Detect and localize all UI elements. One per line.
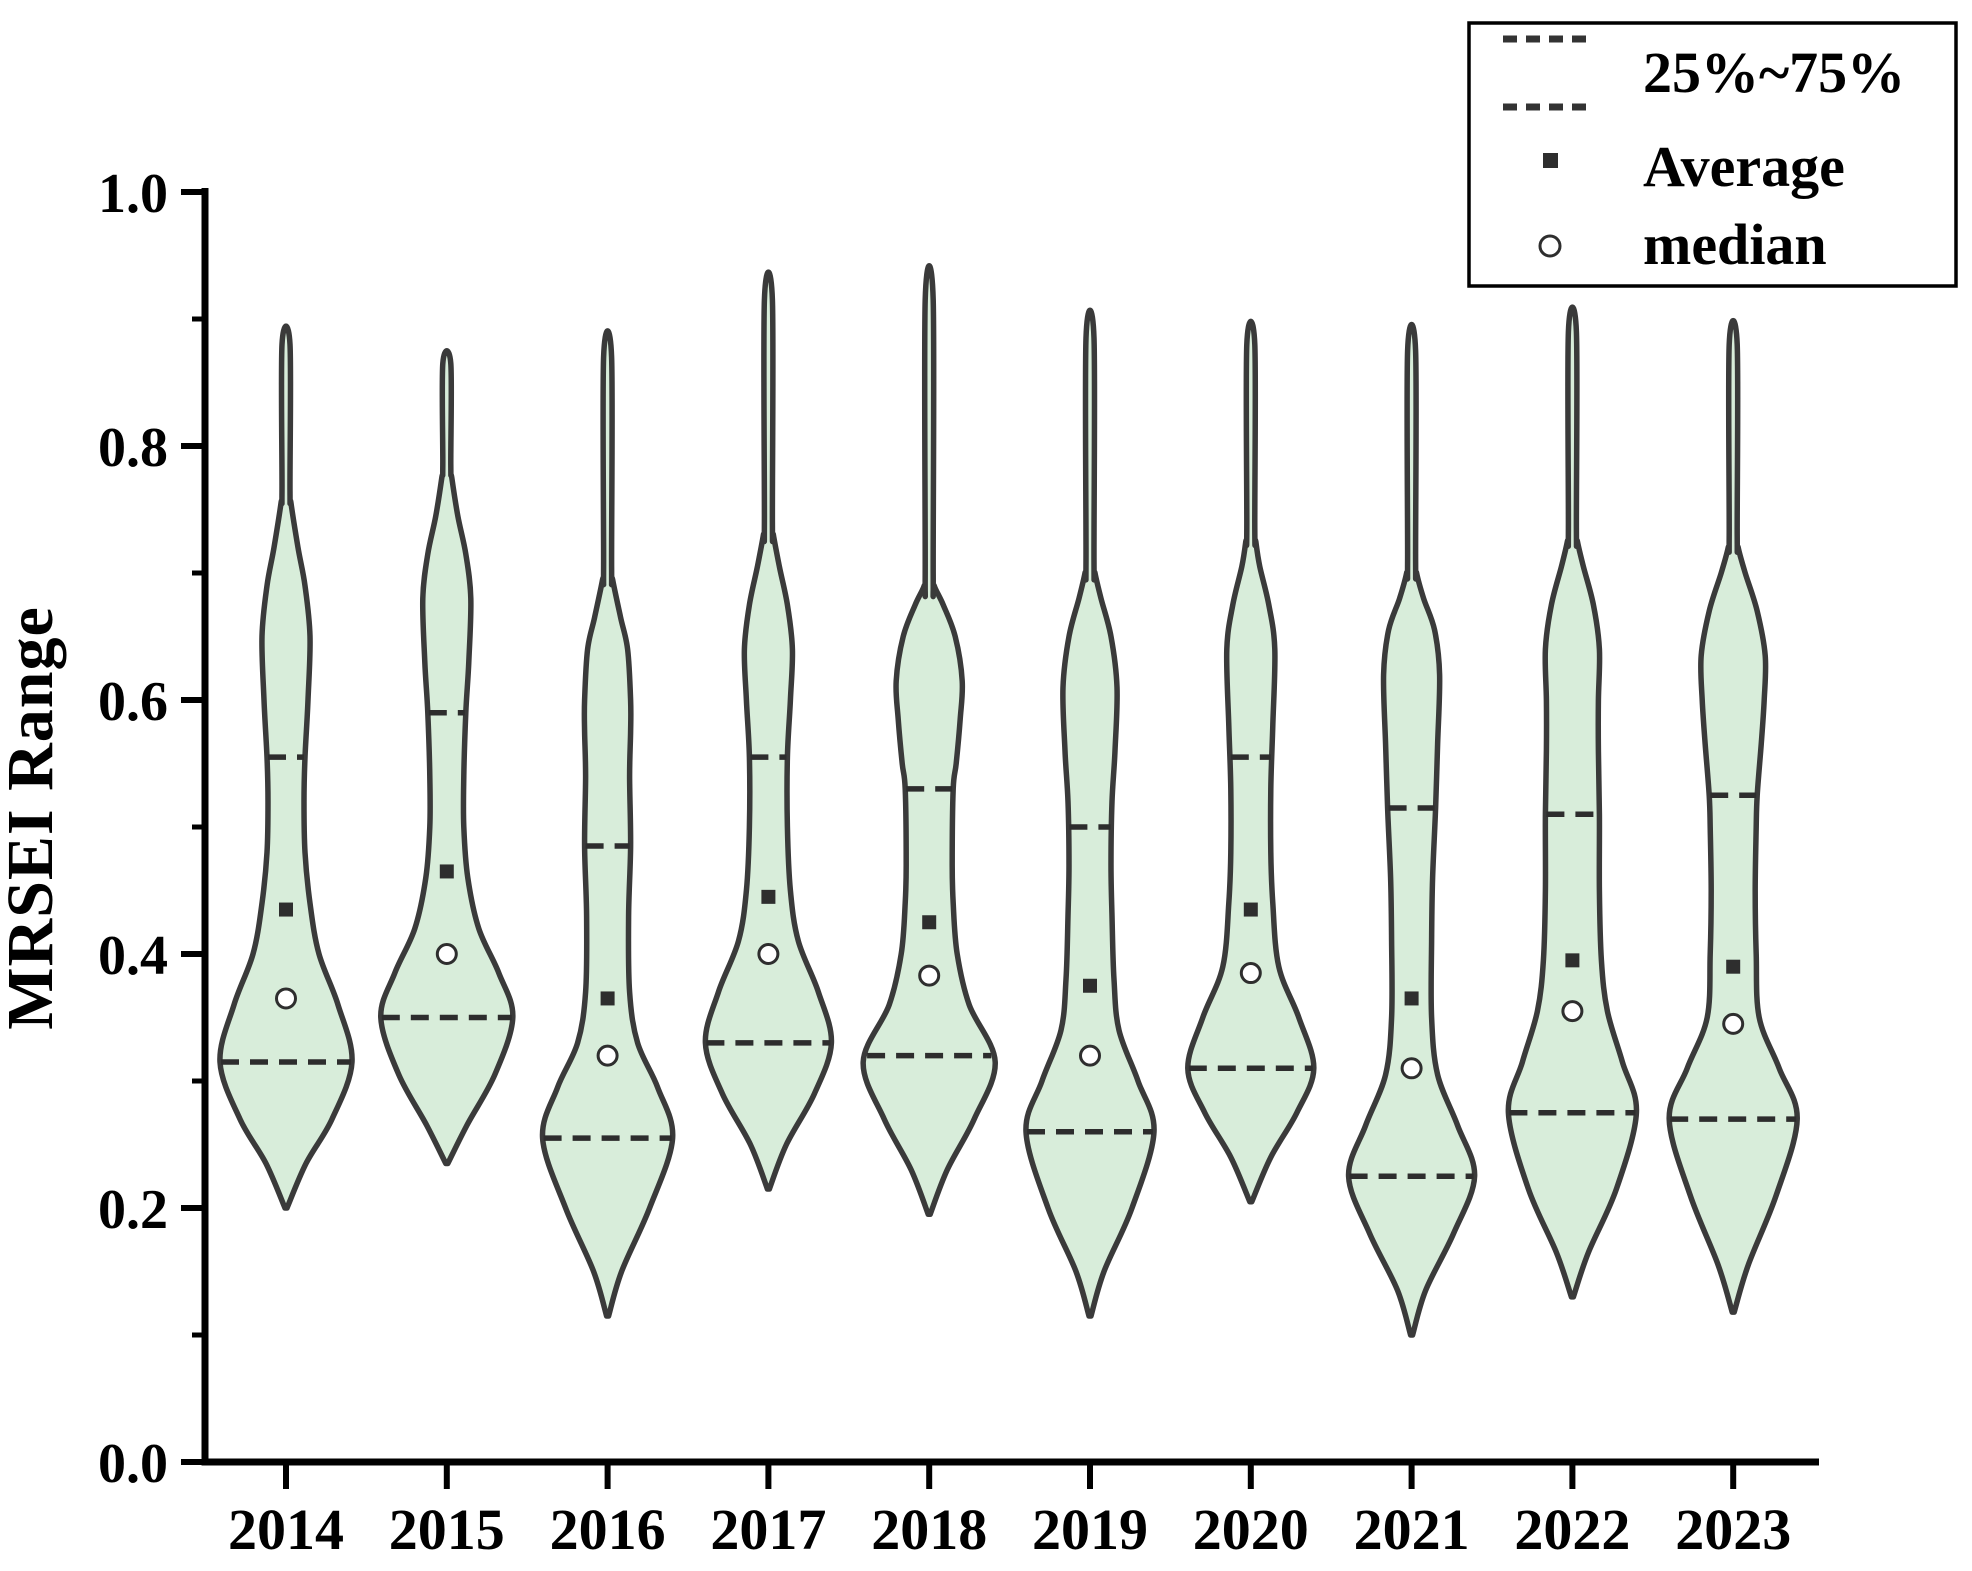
y-tick-label: 1.0 — [98, 163, 168, 225]
x-tick-label-2021: 2021 — [1354, 1497, 1470, 1562]
y-axis-title: MRSEI Range — [0, 606, 67, 1030]
violin-shape-2015 — [378, 348, 516, 1167]
violin-shape-2019 — [1023, 307, 1157, 1319]
x-tick-label-2015: 2015 — [389, 1497, 505, 1562]
y-tick-label: 0.6 — [98, 671, 168, 733]
violin-2018 — [860, 263, 998, 1218]
legend: 25%~75% Average median — [1467, 21, 1958, 288]
legend-label-quartiles: 25%~75% — [1643, 40, 1905, 105]
mean-marker-2019 — [1083, 978, 1097, 993]
x-tick-label-2017: 2017 — [710, 1497, 826, 1562]
violin-2015 — [378, 348, 516, 1167]
violin-2020 — [1185, 318, 1317, 1205]
violin-shape-2022 — [1505, 304, 1640, 1300]
median-marker-2022 — [1561, 1000, 1584, 1023]
violin-shape-2017 — [702, 269, 835, 1192]
violin-2023 — [1666, 318, 1800, 1315]
mean-marker-2023 — [1726, 959, 1741, 974]
median-marker-2017 — [757, 943, 780, 965]
mean-marker-2016 — [600, 991, 615, 1006]
median-marker-2015 — [435, 943, 458, 965]
median-marker-2016 — [596, 1044, 619, 1067]
violin-2014 — [217, 323, 355, 1211]
median-marker-2020 — [1239, 962, 1262, 985]
median-marker-2014 — [275, 987, 297, 1010]
median-marker-2023 — [1722, 1012, 1745, 1035]
violin-2016 — [539, 328, 676, 1319]
x-tick-label-2018: 2018 — [871, 1497, 987, 1562]
x-tick-label-2014: 2014 — [228, 1497, 344, 1562]
violin-2022 — [1505, 304, 1640, 1300]
legend-median-circle-icon — [1538, 234, 1562, 258]
violin-shape-2014 — [217, 323, 355, 1211]
violin-shape-2021 — [1345, 322, 1478, 1338]
y-tick-label: 0.4 — [98, 925, 168, 987]
x-tick-label-2016: 2016 — [550, 1497, 666, 1562]
violin-2019 — [1023, 307, 1157, 1319]
violin-shape-2016 — [539, 328, 676, 1319]
mean-marker-2021 — [1404, 991, 1419, 1006]
x-tick-label-2019: 2019 — [1032, 1497, 1148, 1562]
x-tick-label-2022: 2022 — [1514, 1497, 1630, 1562]
mean-marker-2018 — [922, 915, 937, 930]
axes: MRSEI Range — [0, 188, 1819, 1466]
y-axis-ticks: 0.0 0.2 0.4 0.6 0.8 1.0 — [98, 163, 205, 1495]
mean-marker-2020 — [1243, 902, 1258, 917]
mean-marker-2015 — [439, 864, 454, 879]
mean-marker-2017 — [761, 889, 776, 904]
x-tick-label-2020: 2020 — [1193, 1497, 1309, 1562]
mean-marker-2022 — [1565, 953, 1580, 968]
mean-marker-2014 — [279, 902, 293, 917]
violin-shape-2018 — [860, 263, 998, 1218]
legend-average-square-icon — [1543, 153, 1558, 168]
x-axis-ticks: 2014 2015 2016 2017 2018 2019 2020 2021 2022 2023 — [228, 1462, 1791, 1562]
y-tick-label: 0.0 — [98, 1433, 168, 1495]
median-marker-2018 — [918, 964, 941, 987]
y-tick-label: 0.2 — [98, 1179, 168, 1241]
legend-label-average: Average — [1643, 134, 1845, 199]
violin-shape-2023 — [1666, 318, 1800, 1315]
median-marker-2019 — [1079, 1044, 1101, 1067]
violins — [217, 263, 1800, 1338]
violin-2017 — [702, 269, 835, 1192]
violin-2021 — [1345, 322, 1478, 1338]
legend-label-median: median — [1643, 212, 1827, 277]
median-marker-2021 — [1400, 1057, 1423, 1080]
y-tick-label: 0.8 — [98, 417, 168, 479]
x-tick-label-2023: 2023 — [1675, 1497, 1791, 1562]
violin-shape-2020 — [1185, 318, 1317, 1205]
